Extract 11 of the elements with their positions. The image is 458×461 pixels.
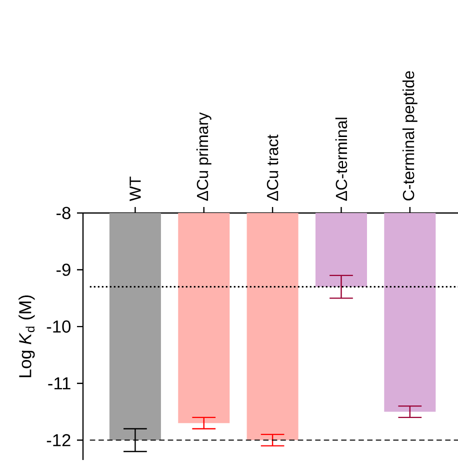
y-tick-label: -9 bbox=[56, 264, 70, 276]
x-tick-label: ΔCu primary bbox=[196, 112, 212, 201]
x-tick-label: C-terminal peptide bbox=[402, 71, 418, 200]
y-tick-label: -12 bbox=[46, 434, 70, 446]
x-tick-label: ΔC-terminal bbox=[335, 118, 348, 201]
y-tick-label: -11 bbox=[48, 377, 70, 390]
x-tick-label: WT bbox=[130, 176, 141, 202]
x-tick-label: ΔCu tract bbox=[266, 134, 278, 201]
y-tick-label: -10 bbox=[46, 320, 71, 333]
y-axis-title: Log K$_{d}$ (M) bbox=[18, 295, 35, 378]
y-tick-label: -8 bbox=[56, 206, 70, 220]
